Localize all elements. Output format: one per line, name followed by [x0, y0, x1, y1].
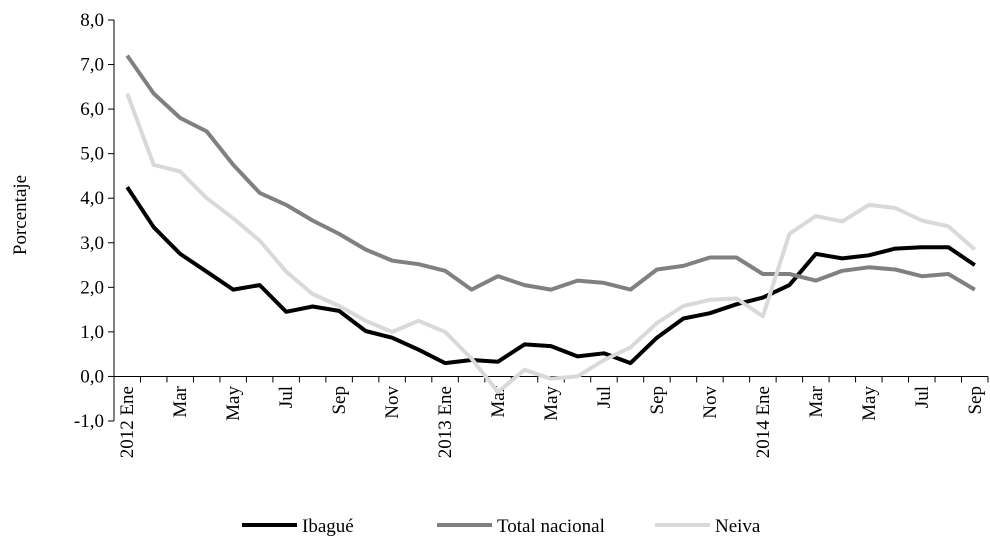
y-tick-label: 7,0: [80, 55, 104, 76]
x-tick-label: May: [541, 386, 562, 421]
legend-label: Ibagué: [302, 516, 354, 537]
y-axis-title: Porcentaje: [10, 175, 31, 255]
x-tick-label: Jul: [276, 386, 297, 408]
legend-label: Neiva: [715, 516, 761, 537]
x-tick-label: May: [859, 386, 880, 421]
series-line: [125, 185, 976, 366]
x-tick-label: Nov: [382, 386, 403, 419]
y-tick-label: -1,0: [74, 411, 104, 432]
y-tick-label: 3,0: [80, 233, 104, 254]
y-tick-label: 5,0: [80, 144, 104, 165]
y-tick-label: 0,0: [80, 366, 104, 387]
x-tick-label: Jul: [594, 386, 615, 408]
y-tick-label: 1,0: [80, 322, 104, 343]
y-tick-label: 6,0: [80, 99, 104, 120]
series-line: [125, 54, 976, 292]
x-tick-label: Jul: [912, 386, 933, 408]
x-tick-label: Mar: [806, 385, 827, 417]
y-tick-label: 4,0: [80, 188, 104, 209]
x-tick-label: Sep: [965, 386, 986, 415]
x-tick-label: 2014 Ene: [753, 386, 774, 458]
x-tick-label: Nov: [700, 386, 721, 419]
legend-label: Total nacional: [497, 516, 605, 537]
x-tick-label: Sep: [329, 386, 350, 415]
x-tick-label: 2012 Ene: [117, 386, 138, 458]
x-tick-label: 2013 Ene: [435, 386, 456, 458]
y-tick-label: 2,0: [80, 277, 104, 298]
x-tick-label: Mar: [488, 385, 509, 417]
x-tick-label: Sep: [647, 386, 668, 415]
x-tick-label: Mar: [170, 385, 191, 417]
y-tick-label: 8,0: [80, 10, 104, 31]
series-line: [125, 92, 977, 394]
x-tick-label: May: [223, 386, 244, 421]
